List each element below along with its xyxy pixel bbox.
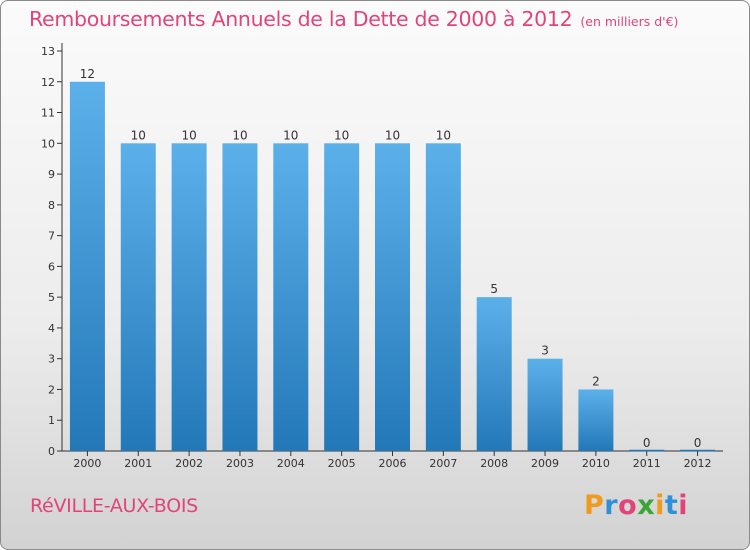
place-name: RéVILLE-AUX-BOIS: [30, 495, 198, 517]
data-label: 0: [643, 436, 651, 450]
x-tick-label: 2005: [328, 457, 356, 470]
data-label: 10: [181, 128, 196, 142]
data-label: 5: [490, 282, 498, 296]
x-tick-label: 2004: [277, 457, 305, 470]
y-tick-label: 3: [48, 353, 55, 366]
x-tick-label: 2012: [684, 457, 712, 470]
logo-letter: x: [637, 490, 656, 521]
x-tick-label: 2003: [226, 457, 254, 470]
y-tick-label: 1: [48, 414, 55, 427]
y-tick-label: 2: [48, 383, 55, 396]
data-label: 12: [80, 67, 95, 81]
logo-letter: P: [584, 490, 605, 521]
y-tick-label: 0: [48, 445, 55, 458]
data-label: 2: [592, 374, 600, 388]
logo-letter: o: [618, 490, 638, 521]
data-label: 3: [541, 344, 549, 358]
x-tick-label: 2006: [379, 457, 407, 470]
bar: [120, 143, 156, 452]
data-label: 10: [436, 128, 451, 142]
bar: [578, 389, 614, 451]
x-tick-label: 2008: [480, 457, 508, 470]
y-tick-label: 9: [48, 168, 55, 181]
logo-letter: i: [678, 490, 689, 521]
bar: [171, 143, 207, 452]
bar: [324, 143, 360, 452]
bar: [69, 81, 105, 452]
logo-letter: i: [655, 490, 665, 521]
proxiti-logo[interactable]: Proxiti: [584, 490, 688, 521]
bar: [476, 297, 512, 451]
x-tick-label: 2011: [633, 457, 661, 470]
labels: 0123456789101112132000122001102002102003…: [41, 45, 712, 470]
bar: [375, 143, 410, 452]
data-label: 10: [385, 128, 400, 142]
chart-title-block: Remboursements Annuels de la Dette de 20…: [29, 7, 678, 31]
bar: [425, 143, 461, 452]
y-tick-label: 10: [41, 137, 55, 150]
x-tick-label: 2007: [429, 457, 457, 470]
y-tick-label: 6: [48, 260, 55, 273]
data-label: 10: [131, 128, 146, 142]
bar: [273, 143, 309, 452]
y-tick-label: 12: [41, 76, 55, 89]
bar: [222, 143, 258, 452]
y-tick-label: 11: [41, 107, 55, 120]
x-tick-label: 2001: [124, 457, 152, 470]
logo-letter: r: [604, 490, 619, 521]
x-tick-label: 2009: [531, 457, 559, 470]
y-tick-label: 5: [48, 291, 55, 304]
logo-letter: t: [664, 490, 679, 521]
chart-title: Remboursements Annuels de la Dette de 20…: [29, 7, 573, 31]
y-tick-label: 8: [48, 199, 55, 212]
x-tick-label: 2002: [175, 457, 203, 470]
y-tick-label: 4: [48, 322, 55, 335]
bar: [527, 358, 563, 451]
data-label: 10: [232, 128, 247, 142]
x-tick-label: 2000: [73, 457, 101, 470]
chart-unit: (en milliers d'€): [580, 14, 679, 29]
data-label: 10: [283, 128, 298, 142]
data-label: 10: [334, 128, 349, 142]
data-label: 0: [694, 436, 702, 450]
y-tick-label: 7: [48, 230, 55, 243]
bars: [69, 81, 716, 452]
y-tick-label: 13: [41, 45, 55, 58]
x-tick-label: 2010: [582, 457, 610, 470]
